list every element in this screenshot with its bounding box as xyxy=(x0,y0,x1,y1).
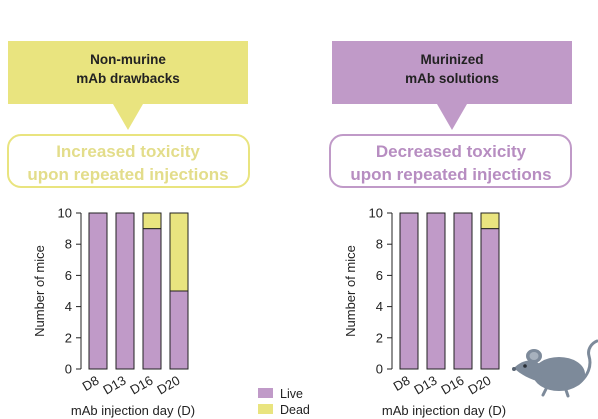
bar-live-d8 xyxy=(88,212,108,370)
x-tick-label: D8 xyxy=(391,373,413,394)
x-tick-label: D20 xyxy=(465,373,493,398)
right-banner-line2: mAb solutions xyxy=(405,71,499,86)
right-banner-line1: Murinized xyxy=(421,52,484,67)
x-tick-label: D8 xyxy=(80,373,102,394)
bar-live-d16 xyxy=(142,228,162,370)
x-tick-label: D16 xyxy=(127,373,155,398)
x-axis-label: mAb injection day (D) xyxy=(382,403,506,418)
y-tick-label: 2 xyxy=(65,330,72,345)
right-result-box xyxy=(329,134,572,188)
y-tick-label: 6 xyxy=(376,268,383,283)
bar-dead-d20 xyxy=(480,212,500,230)
y-axis-label: Number of mice xyxy=(32,245,47,337)
left-banner-line2: mAb drawbacks xyxy=(76,71,180,86)
y-tick-label: 10 xyxy=(58,206,72,221)
bar-live-d16 xyxy=(453,212,473,370)
x-tick-label: D20 xyxy=(154,373,182,398)
bar-live-d13 xyxy=(426,212,446,370)
left-result-box xyxy=(7,134,250,188)
right-banner xyxy=(332,41,572,130)
legend-live-swatch xyxy=(258,388,273,398)
right-box-line1: Decreased toxicity xyxy=(376,142,527,161)
x-tick-label: D13 xyxy=(411,373,439,398)
x-axis-label: mAb injection day (D) xyxy=(71,403,195,418)
mouse-icon xyxy=(512,339,598,398)
y-tick-label: 10 xyxy=(369,206,383,221)
bar-live-d20 xyxy=(480,228,500,370)
bar-dead-d16 xyxy=(142,212,162,230)
legend-live-label: Live xyxy=(280,387,303,401)
left-box-line2: upon repeated injections xyxy=(27,165,228,184)
legend-dead-swatch xyxy=(258,404,273,414)
x-tick-label: D13 xyxy=(100,373,128,398)
y-tick-label: 4 xyxy=(376,299,383,314)
y-axis-label: Number of mice xyxy=(343,245,358,337)
y-tick-label: 6 xyxy=(65,268,72,283)
y-tick-label: 0 xyxy=(376,362,383,377)
left-box-line1: Increased toxicity xyxy=(56,142,200,161)
left-banner xyxy=(8,41,248,130)
legend-dead-label: Dead xyxy=(280,403,310,417)
y-tick-label: 4 xyxy=(65,299,72,314)
bar-live-d13 xyxy=(115,212,135,370)
bar-live-d8 xyxy=(399,212,419,370)
right-box-line2: upon repeated injections xyxy=(350,165,551,184)
x-tick-label: D16 xyxy=(438,373,466,398)
bar-live-d20 xyxy=(169,290,189,370)
y-tick-label: 8 xyxy=(65,237,72,252)
left-banner-line1: Non-murine xyxy=(90,52,166,67)
y-tick-label: 2 xyxy=(376,330,383,345)
y-tick-label: 8 xyxy=(376,237,383,252)
y-tick-label: 0 xyxy=(65,362,72,377)
bar-dead-d20 xyxy=(169,212,189,292)
